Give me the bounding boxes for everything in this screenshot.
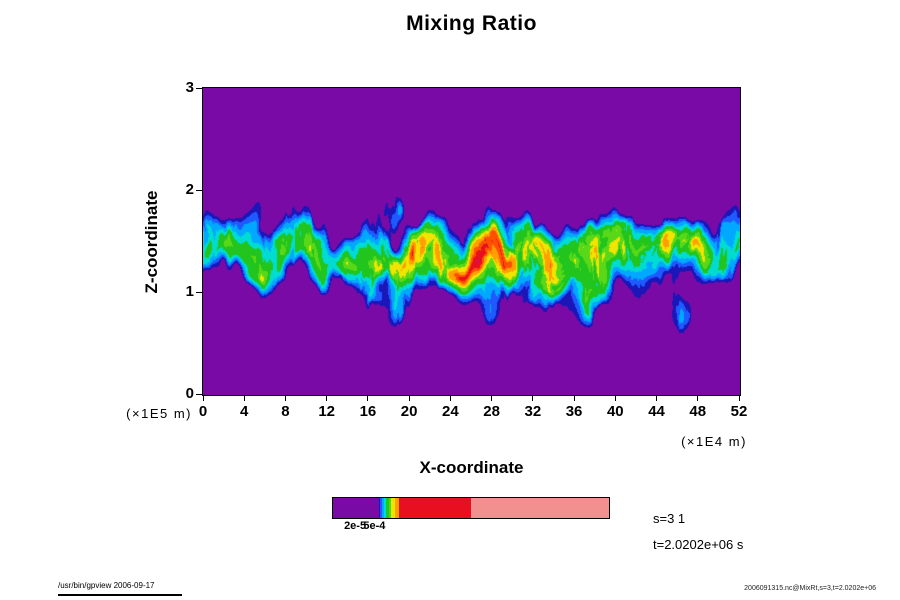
x-tick-label: 48 <box>689 403 707 420</box>
y-axis-label: Z-coordinate <box>142 190 161 294</box>
x-tick-mark <box>449 396 451 401</box>
x-tick-label: 12 <box>318 403 336 420</box>
x-tick-mark <box>243 396 245 401</box>
colorbar <box>332 497 610 519</box>
colorbar-segment <box>391 498 395 518</box>
footer-rule <box>58 594 182 596</box>
colorbar-segment <box>388 498 392 518</box>
y-tick-mark <box>196 87 202 89</box>
y-tick-label: 3 <box>185 79 194 96</box>
x-tick-mark <box>656 396 658 401</box>
x-axis-label: X-coordinate <box>419 458 524 477</box>
colorbar-segment <box>333 498 379 518</box>
y-tick-label: 0 <box>185 385 194 402</box>
footer-datafile: 2006091315.nc@MixRt,s=3,t=2.0202e+06 <box>744 585 876 592</box>
annotation-slice: s=3 1 <box>653 511 686 526</box>
colorbar-segment <box>394 498 400 518</box>
x-tick-label: 24 <box>442 403 459 420</box>
x-tick-label: 36 <box>565 403 583 420</box>
colorbar-wrap: 2e-5 5e-4 <box>332 497 610 541</box>
x-tick-label: 52 <box>730 403 748 420</box>
x-tick-mark <box>367 396 369 401</box>
colorbar-segment <box>399 498 471 518</box>
x-tick-label: 40 <box>606 403 624 420</box>
plot-area <box>202 87 741 396</box>
x-tick-label: 20 <box>400 403 418 420</box>
x-axis-unit-label: (×1E4 m) <box>681 434 747 449</box>
x-tick-label: 32 <box>524 403 542 420</box>
y-tick-label: 2 <box>185 181 194 198</box>
colorbar-segment <box>382 498 385 518</box>
x-tick-label: 28 <box>483 403 500 420</box>
x-tick-mark <box>326 396 328 401</box>
x-tick-label: 44 <box>648 403 665 420</box>
x-tick-mark <box>697 396 699 401</box>
x-tick-mark <box>614 396 616 401</box>
colorbar-segment <box>470 498 609 518</box>
x-tick-label: 8 <box>281 403 290 420</box>
y-axis-unit-label: (×1E5 m) <box>126 406 192 421</box>
x-tick-mark <box>491 396 493 401</box>
colorbar-tick-label: 2e-5 <box>344 520 367 532</box>
x-tick-mark <box>408 396 410 401</box>
x-tick-label: 4 <box>240 403 249 420</box>
colorbar-segment <box>378 498 381 518</box>
y-tick-mark <box>196 189 202 191</box>
chart-title: Mixing Ratio <box>406 12 537 35</box>
annotation-time: t=2.0202e+06 s <box>653 537 744 552</box>
x-tick-label: 16 <box>359 403 377 420</box>
x-tick-label: 0 <box>198 403 208 420</box>
x-tick-mark <box>202 396 204 401</box>
colorbar-segment <box>380 498 383 518</box>
footer-command: /usr/bin/gpview 2006-09-17 <box>58 581 155 590</box>
y-tick-mark <box>196 393 202 395</box>
x-tick-mark <box>284 396 286 401</box>
y-tick-mark <box>196 291 202 293</box>
x-tick-mark <box>532 396 534 401</box>
colorbar-segment <box>384 498 387 518</box>
heatmap-canvas <box>203 88 740 395</box>
colorbar-segment <box>386 498 389 518</box>
y-tick-label: 1 <box>185 283 194 300</box>
colorbar-tick-label: 5e-4 <box>363 520 386 532</box>
x-tick-mark <box>573 396 575 401</box>
x-tick-mark <box>738 396 740 401</box>
